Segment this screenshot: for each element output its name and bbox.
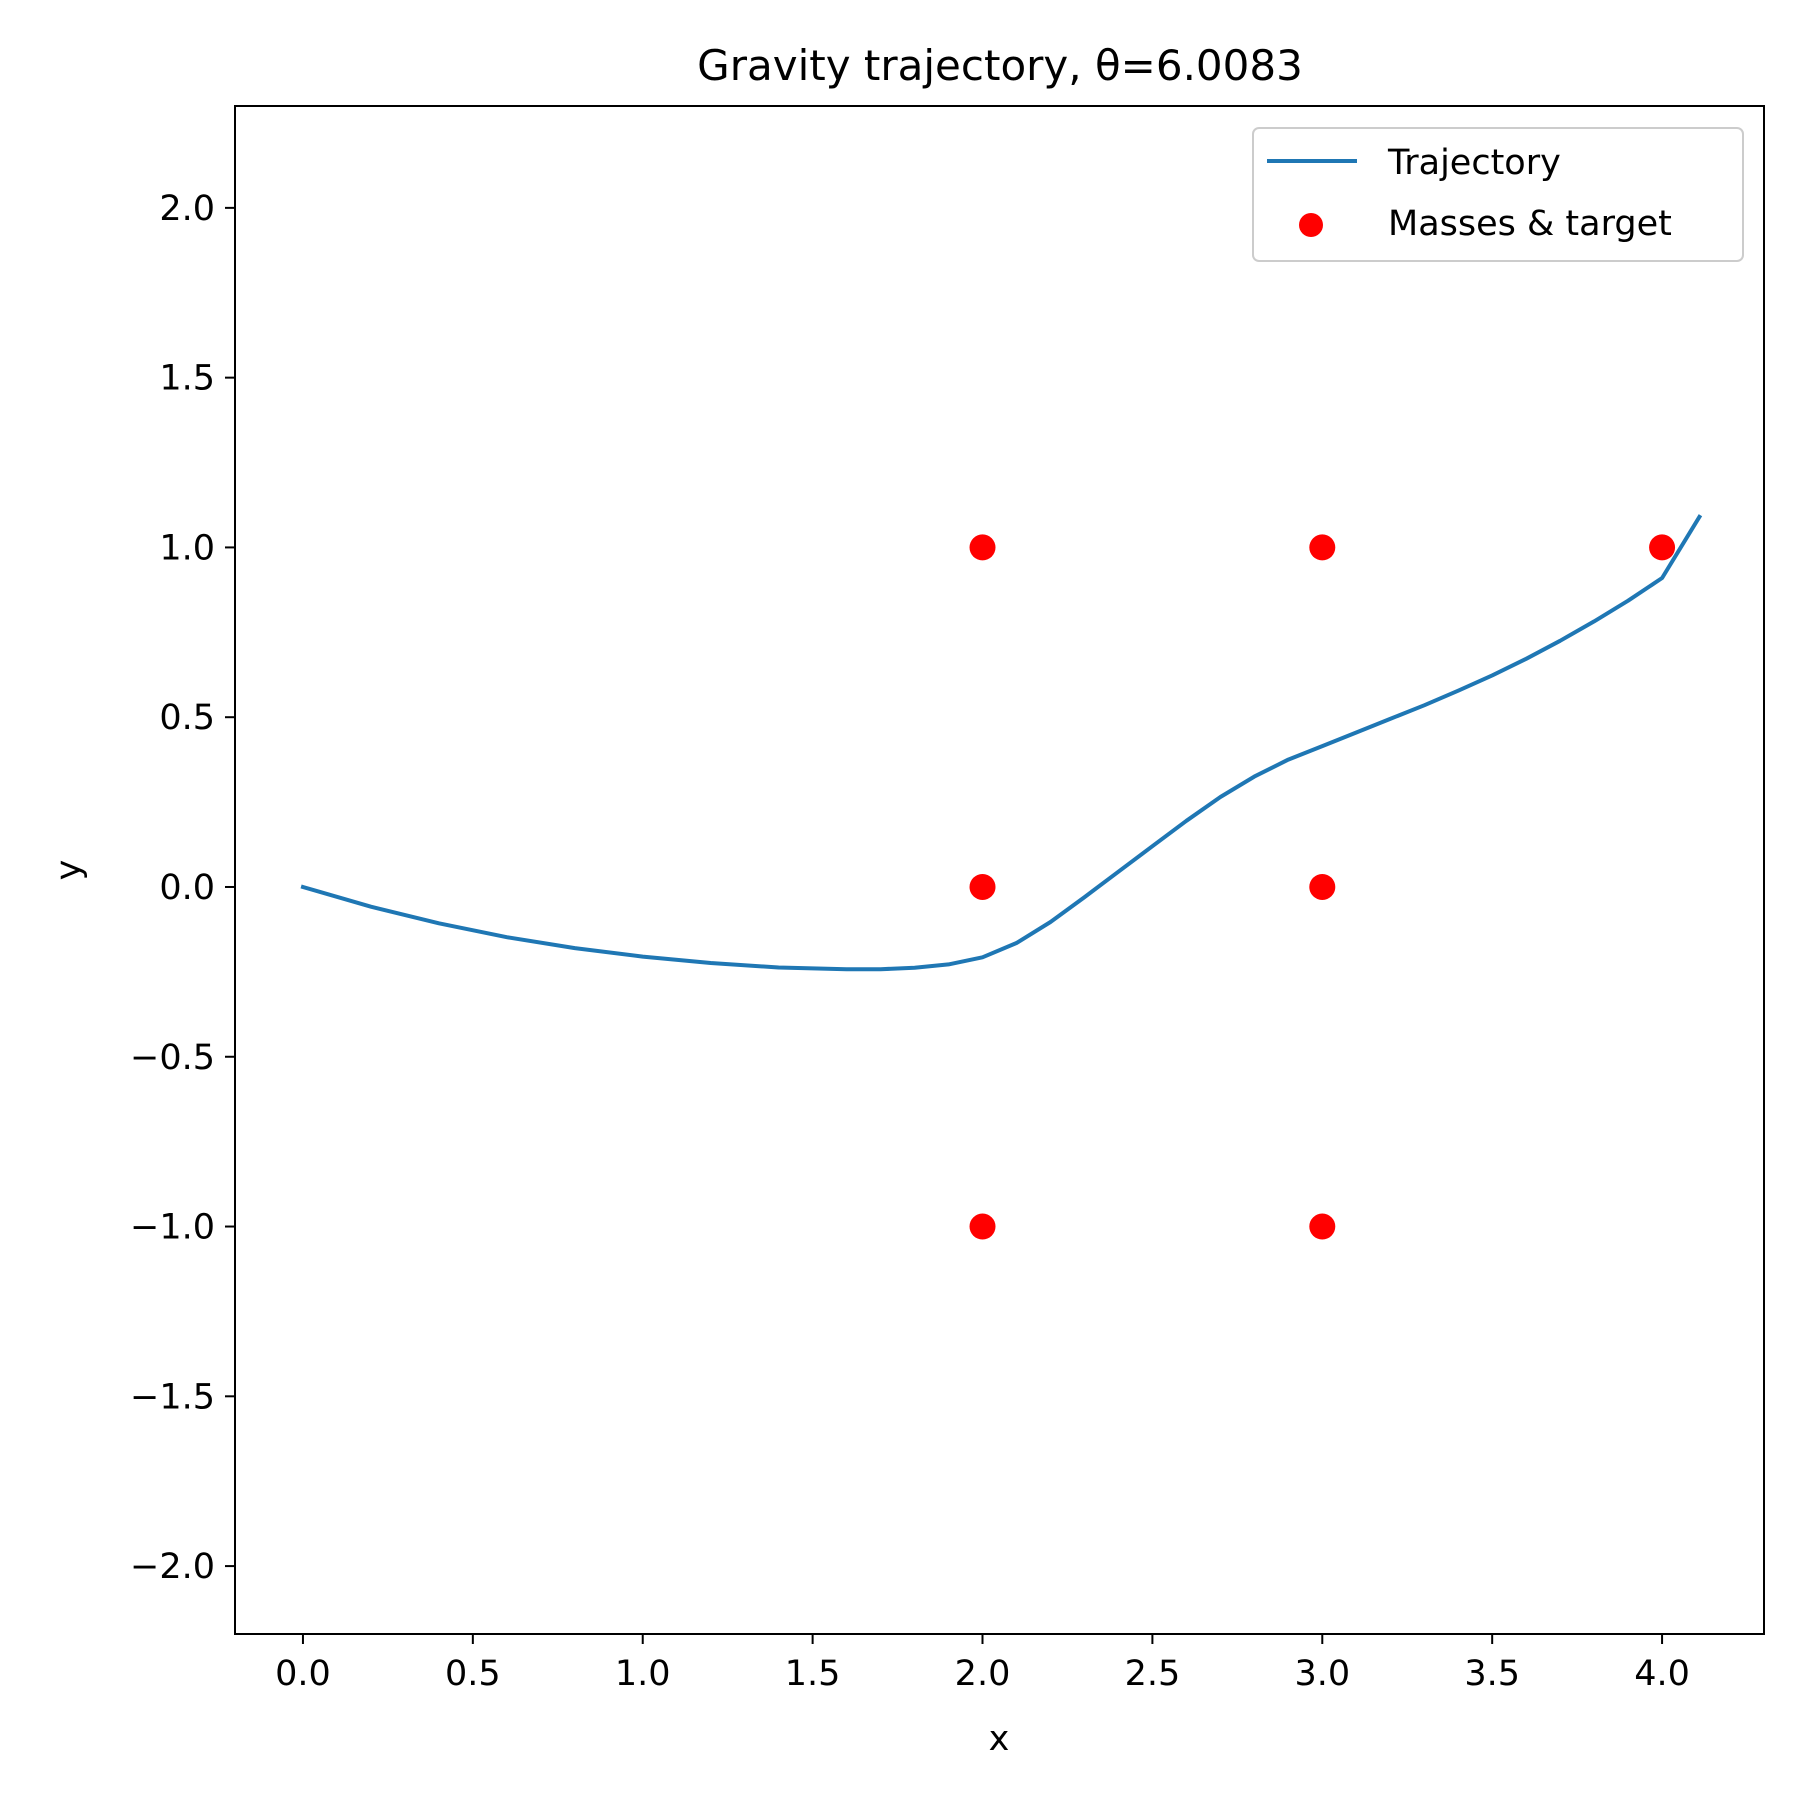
y-tick-label: 1.5 xyxy=(159,359,215,399)
x-axis: 0.0 0.5 1.0 1.5 2.0 2.5 3.0 3.5 4.0 xyxy=(275,1634,1690,1694)
x-tick-label: 3.0 xyxy=(1294,1654,1350,1694)
x-axis-label: x xyxy=(989,1719,1010,1759)
series-layer xyxy=(300,514,1703,1240)
x-tick-label: 2.0 xyxy=(955,1654,1011,1694)
x-tick-label: 0.0 xyxy=(275,1654,331,1694)
legend-frame xyxy=(1252,127,1744,262)
trajectory-line xyxy=(300,514,1703,972)
legend-scatter-swatch xyxy=(1299,213,1323,237)
legend-label-masses: Masses & target xyxy=(1388,204,1672,244)
y-tick-label: 2.0 xyxy=(159,189,215,229)
y-tick-label: 0.5 xyxy=(159,698,215,738)
mass-point xyxy=(1649,534,1676,561)
y-tick-label: −1.0 xyxy=(130,1208,215,1248)
x-tick-label: 4.0 xyxy=(1634,1654,1690,1694)
legend: Trajectory Masses & target xyxy=(1252,127,1744,262)
y-tick-label: 0.0 xyxy=(159,868,215,908)
legend-label-trajectory: Trajectory xyxy=(1387,143,1561,183)
mass-point xyxy=(969,873,996,900)
mass-point xyxy=(1309,534,1336,561)
x-tick-label: 0.5 xyxy=(445,1654,501,1694)
y-tick-label: −0.5 xyxy=(130,1038,215,1078)
y-tick-label: −1.5 xyxy=(130,1377,215,1417)
x-tick-label: 1.5 xyxy=(785,1654,841,1694)
mass-point xyxy=(969,534,996,561)
mass-point xyxy=(1309,873,1336,900)
x-tick-label: 1.0 xyxy=(615,1654,671,1694)
mass-point xyxy=(969,1213,996,1240)
chart-title: Gravity trajectory, θ=6.0083 xyxy=(697,41,1303,90)
x-tick-label: 3.5 xyxy=(1464,1654,1520,1694)
axes-frame xyxy=(234,105,1765,1635)
y-axis-label: y xyxy=(49,860,89,881)
mass-point xyxy=(1309,1213,1336,1240)
y-tick-label: 1.0 xyxy=(159,528,215,568)
plot-area xyxy=(234,105,1765,1635)
x-tick-label: 2.5 xyxy=(1125,1654,1181,1694)
y-tick-label: −2.0 xyxy=(130,1547,215,1587)
y-axis: −2.0 −1.5 −1.0 −0.5 0.0 0.5 1.0 1.5 2.0 xyxy=(130,189,235,1587)
